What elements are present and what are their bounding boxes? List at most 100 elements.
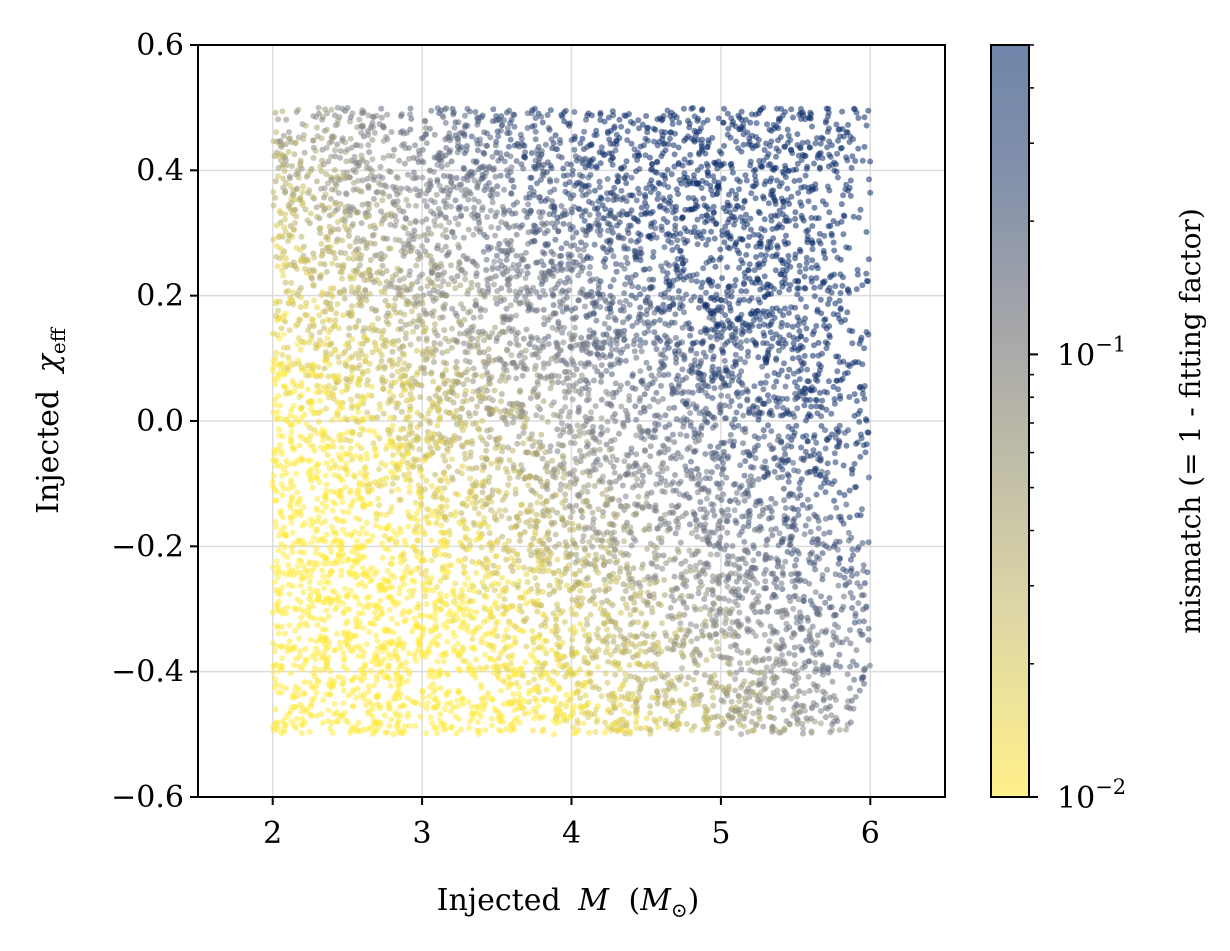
scatter-point (772, 500, 779, 507)
scatter-point (534, 499, 541, 506)
scatter-point (810, 447, 817, 454)
scatter-point (737, 402, 744, 409)
scatter-point (386, 389, 393, 395)
scatter-point (606, 600, 613, 606)
scatter-point (629, 323, 636, 329)
scatter-point (506, 515, 513, 522)
scatter-point (545, 567, 552, 574)
scatter-point (805, 496, 811, 503)
scatter-point (501, 296, 508, 303)
scatter-point (624, 343, 631, 350)
scatter-point (486, 275, 493, 282)
scatter-point (385, 427, 392, 433)
scatter-point (534, 180, 540, 187)
scatter-point (594, 625, 601, 632)
scatter-point (751, 383, 758, 390)
scatter-point (394, 361, 401, 368)
scatter-point (346, 568, 353, 575)
scatter-point (445, 281, 452, 288)
scatter-point (666, 405, 673, 412)
scatter-point (504, 130, 511, 137)
scatter-point (761, 674, 768, 681)
scatter-point (809, 123, 815, 130)
scatter-point (746, 261, 753, 268)
scatter-point (548, 519, 555, 526)
scatter-point (786, 286, 792, 293)
scatter-point (821, 232, 828, 239)
scatter-point (521, 354, 528, 361)
scatter-point (724, 264, 731, 271)
scatter-point (558, 245, 565, 252)
scatter-point (797, 609, 803, 616)
scatter-point (567, 514, 574, 521)
scatter-point (272, 178, 279, 185)
scatter-point (532, 517, 539, 524)
scatter-point (274, 263, 281, 270)
scatter-point (438, 107, 445, 114)
scatter-point (365, 142, 372, 148)
scatter-point (360, 609, 366, 616)
scatter-point (644, 124, 650, 131)
scatter-point (478, 636, 485, 642)
scatter-point (286, 327, 293, 334)
scatter-point (796, 262, 803, 269)
scatter-point (452, 580, 459, 587)
scatter-point (548, 258, 555, 265)
scatter-point (288, 519, 295, 526)
scatter-point (675, 144, 682, 151)
scatter-point (308, 210, 314, 217)
scatter-point (683, 721, 690, 727)
scatter-point (612, 671, 619, 678)
scatter-point (340, 700, 347, 706)
scatter-point (434, 422, 441, 429)
scatter-point (578, 453, 585, 460)
scatter-point (818, 423, 825, 429)
scatter-point (644, 545, 651, 552)
scatter-point (856, 418, 863, 425)
scatter-point (526, 341, 533, 347)
scatter-point (698, 628, 705, 634)
scatter-point (474, 121, 481, 128)
scatter-point (637, 593, 644, 599)
scatter-point (784, 126, 791, 133)
scatter-point (343, 531, 350, 538)
scatter-point (579, 538, 586, 545)
scatter-point (464, 496, 471, 502)
scatter-point (519, 372, 526, 379)
scatter-point (487, 207, 494, 214)
scatter-point (861, 143, 868, 150)
scatter-point (714, 730, 721, 737)
scatter-point (816, 164, 823, 171)
scatter-point (404, 713, 411, 720)
scatter-point (386, 723, 393, 729)
scatter-point (525, 229, 532, 236)
scatter-point (298, 233, 305, 240)
scatter-point (596, 291, 603, 298)
scatter-point (755, 435, 762, 442)
scatter-point (421, 365, 428, 372)
scatter-point (297, 582, 304, 589)
scatter-point (836, 651, 843, 658)
scatter-point (285, 237, 292, 244)
scatter-point (380, 554, 386, 561)
scatter-point (639, 561, 646, 568)
scatter-point (279, 352, 286, 358)
scatter-point (320, 599, 327, 606)
scatter-point (793, 614, 800, 621)
scatter-point (342, 585, 349, 592)
scatter-point (480, 248, 487, 255)
scatter-point (398, 408, 405, 415)
scatter-point (738, 368, 745, 375)
scatter-point (844, 671, 851, 678)
scatter-point (530, 646, 537, 653)
scatter-point (443, 252, 450, 259)
scatter-point (361, 465, 368, 472)
scatter-point (392, 222, 398, 229)
scatter-point (598, 424, 605, 431)
scatter-point (788, 571, 795, 578)
scatter-point (398, 392, 405, 399)
scatter-point (814, 639, 821, 646)
scatter-point (435, 515, 442, 522)
scatter-point (505, 481, 512, 488)
scatter-point (367, 620, 374, 627)
